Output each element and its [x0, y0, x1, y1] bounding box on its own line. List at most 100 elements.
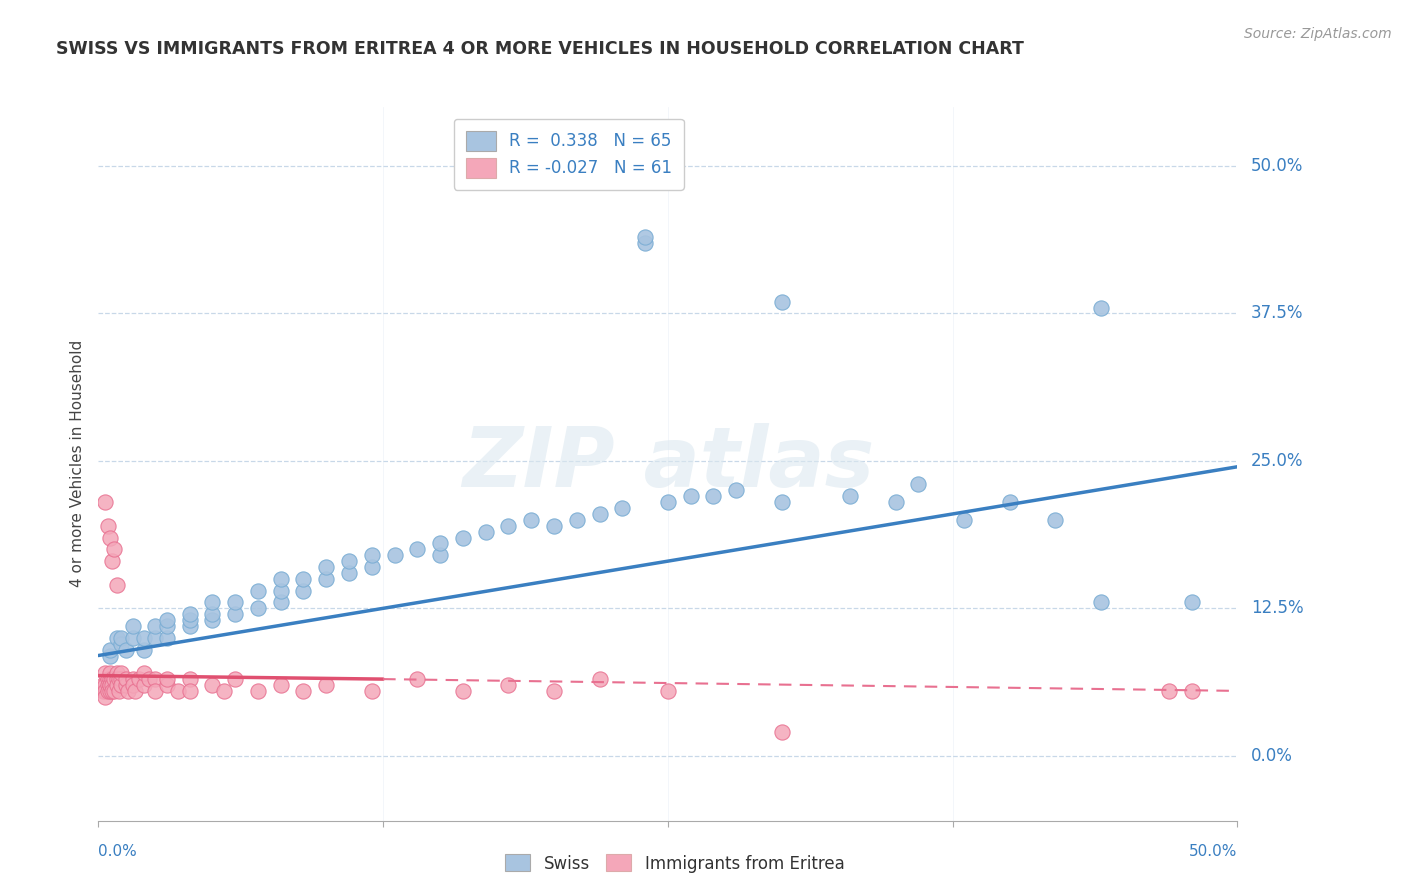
Point	[110, 666, 132, 681]
Point	[105, 678, 128, 692]
Point	[94, 678, 117, 692]
Point	[292, 572, 315, 586]
Point	[270, 678, 292, 692]
Point	[103, 684, 125, 698]
Point	[201, 595, 224, 609]
Point	[105, 672, 128, 686]
Point	[1181, 595, 1204, 609]
Point	[1181, 684, 1204, 698]
Point	[98, 678, 121, 692]
Point	[96, 684, 118, 698]
Point	[246, 684, 269, 698]
Point	[94, 666, 117, 681]
Point	[101, 678, 124, 692]
Text: 50.0%: 50.0%	[1251, 157, 1303, 175]
Point	[543, 684, 565, 698]
Point	[145, 684, 167, 698]
Point	[128, 672, 150, 686]
Point	[108, 684, 131, 698]
Point	[105, 666, 128, 681]
Point	[657, 684, 679, 698]
Point	[94, 684, 117, 698]
Point	[114, 678, 136, 692]
Point	[429, 536, 451, 550]
Point	[179, 607, 201, 622]
Point	[156, 613, 179, 627]
Point	[451, 531, 474, 545]
Point	[98, 678, 121, 692]
Point	[588, 672, 610, 686]
Point	[110, 637, 132, 651]
Point	[94, 495, 117, 509]
Point	[96, 672, 118, 686]
Point	[907, 477, 929, 491]
Point	[91, 684, 114, 698]
Point	[94, 690, 117, 704]
Point	[121, 631, 143, 645]
Legend: R =  0.338   N = 65, R = -0.027   N = 61: R = 0.338 N = 65, R = -0.027 N = 61	[454, 119, 683, 190]
Point	[91, 678, 114, 692]
Point	[96, 678, 118, 692]
Point	[451, 684, 474, 698]
Point	[1090, 595, 1112, 609]
Point	[360, 684, 382, 698]
Point	[543, 518, 565, 533]
Point	[114, 642, 136, 657]
Point	[612, 501, 634, 516]
Point	[145, 631, 167, 645]
Point	[98, 684, 121, 698]
Point	[292, 583, 315, 598]
Point	[145, 672, 167, 686]
Point	[110, 678, 132, 692]
Point	[105, 631, 128, 645]
Point	[117, 684, 139, 698]
Point	[98, 531, 121, 545]
Point	[337, 554, 360, 568]
Point	[770, 725, 793, 739]
Point	[101, 684, 124, 698]
Point	[98, 666, 121, 681]
Point	[105, 578, 128, 592]
Point	[167, 684, 190, 698]
Point	[270, 572, 292, 586]
Point	[702, 489, 724, 503]
Point	[1043, 513, 1066, 527]
Point	[224, 607, 246, 622]
Point	[110, 631, 132, 645]
Point	[406, 672, 429, 686]
Point	[121, 672, 143, 686]
Point	[212, 684, 235, 698]
Point	[121, 678, 143, 692]
Point	[124, 684, 146, 698]
Point	[588, 507, 610, 521]
Point	[770, 495, 793, 509]
Point	[337, 566, 360, 580]
Point	[292, 684, 315, 698]
Text: Source: ZipAtlas.com: Source: ZipAtlas.com	[1244, 27, 1392, 41]
Point	[156, 631, 179, 645]
Text: 0.0%: 0.0%	[1251, 747, 1294, 764]
Point	[224, 672, 246, 686]
Point	[121, 619, 143, 633]
Point	[179, 613, 201, 627]
Point	[132, 678, 155, 692]
Point	[110, 672, 132, 686]
Point	[839, 489, 862, 503]
Point	[360, 560, 382, 574]
Point	[246, 601, 269, 615]
Point	[498, 518, 520, 533]
Y-axis label: 4 or more Vehicles in Household: 4 or more Vehicles in Household	[70, 340, 86, 588]
Legend: Swiss, Immigrants from Eritrea: Swiss, Immigrants from Eritrea	[499, 847, 851, 880]
Point	[429, 548, 451, 562]
Point	[406, 542, 429, 557]
Point	[103, 672, 125, 686]
Point	[98, 642, 121, 657]
Point	[634, 235, 657, 250]
Point	[96, 518, 118, 533]
Point	[657, 495, 679, 509]
Point	[315, 678, 337, 692]
Point	[1090, 301, 1112, 315]
Text: 50.0%: 50.0%	[1189, 845, 1237, 859]
Point	[884, 495, 907, 509]
Point	[132, 666, 155, 681]
